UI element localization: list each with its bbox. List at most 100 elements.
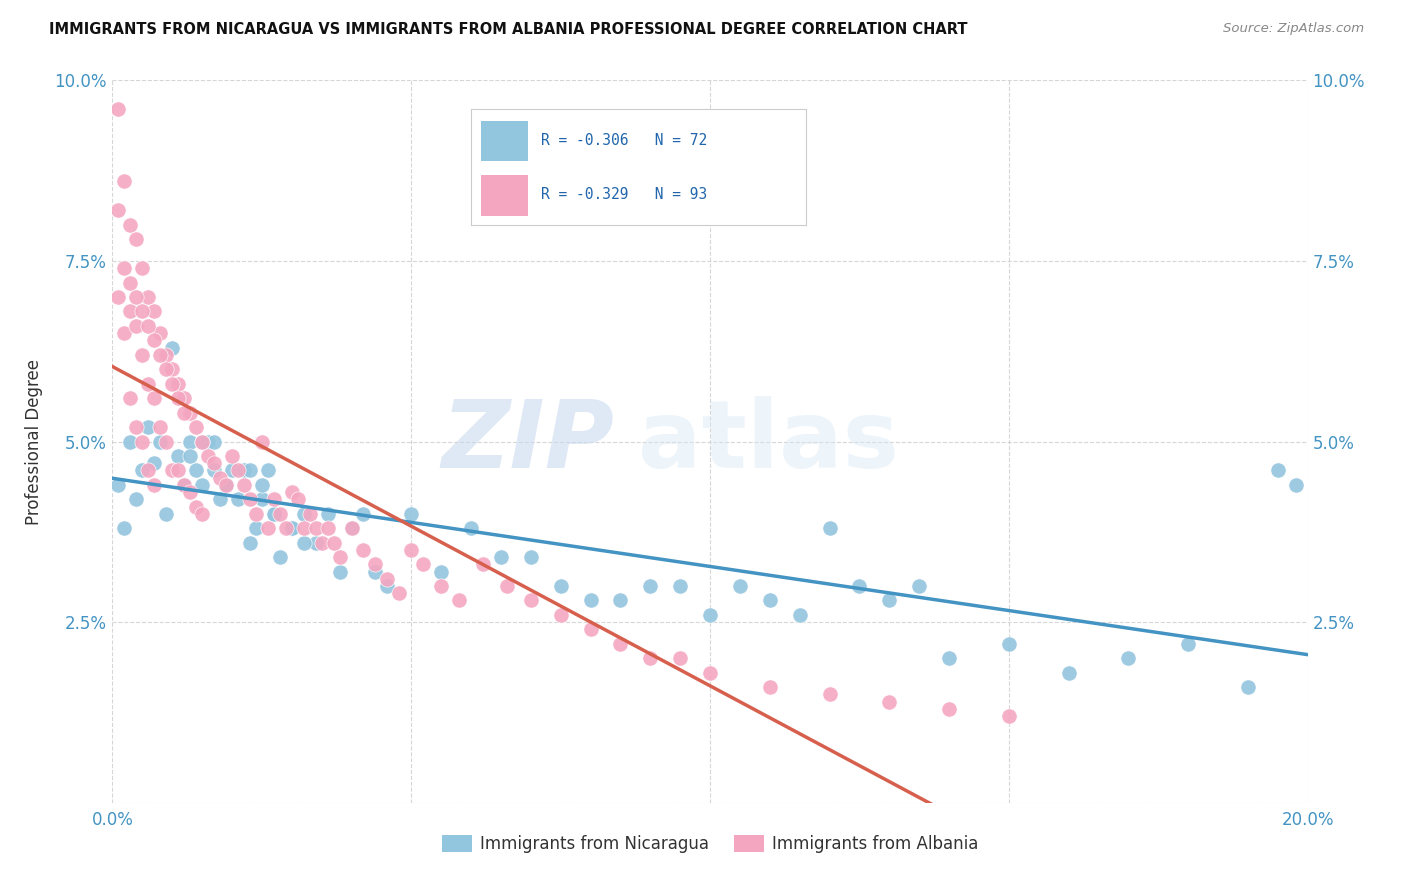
Point [550, 607, 572, 622]
Point [1057, 665, 1080, 680]
Point [191, 507, 214, 521]
Point [430, 565, 453, 579]
Point [669, 651, 692, 665]
Point [173, 406, 195, 420]
Point [186, 500, 208, 514]
Point [197, 449, 219, 463]
Point [938, 702, 960, 716]
Point [257, 463, 280, 477]
Point [215, 478, 238, 492]
Point [322, 535, 344, 549]
Point [239, 492, 262, 507]
Point [364, 558, 387, 572]
Point [209, 471, 232, 485]
Point [316, 521, 339, 535]
Point [143, 334, 166, 348]
Point [579, 623, 602, 637]
Point [908, 579, 931, 593]
Point [281, 521, 304, 535]
Point [173, 478, 195, 492]
Point [197, 434, 219, 449]
Point [131, 434, 153, 449]
Point [287, 492, 309, 507]
Point [155, 434, 177, 449]
Point [579, 593, 602, 607]
Point [162, 341, 183, 355]
Text: atlas: atlas [638, 395, 900, 488]
Point [125, 232, 148, 246]
Point [143, 391, 166, 405]
Point [281, 485, 304, 500]
Point [131, 304, 153, 318]
Point [221, 463, 243, 477]
Point [609, 593, 631, 607]
Point [550, 579, 572, 593]
Point [138, 318, 160, 333]
Point [179, 406, 201, 420]
Point [263, 507, 285, 521]
Y-axis label: Professional Degree: Professional Degree [25, 359, 44, 524]
Point [430, 579, 453, 593]
Point [191, 434, 214, 449]
Point [353, 507, 375, 521]
Point [155, 348, 177, 362]
Point [143, 304, 166, 318]
Point [298, 507, 321, 521]
Point [489, 550, 512, 565]
Point [173, 391, 195, 405]
Point [233, 478, 256, 492]
Point [162, 463, 183, 477]
Point [699, 607, 721, 622]
Point [449, 593, 471, 607]
Point [186, 420, 208, 434]
Point [209, 492, 232, 507]
Point [640, 651, 662, 665]
Point [120, 218, 142, 232]
Point [125, 318, 148, 333]
Point [202, 456, 225, 470]
Point [143, 478, 166, 492]
Point [669, 579, 692, 593]
Point [377, 579, 399, 593]
Point [226, 463, 249, 477]
Point [1237, 680, 1260, 694]
Point [191, 434, 214, 449]
Point [1285, 478, 1308, 492]
Point [107, 102, 129, 116]
Point [167, 463, 190, 477]
Point [138, 420, 160, 434]
Text: IMMIGRANTS FROM NICARAGUA VS IMMIGRANTS FROM ALBANIA PROFESSIONAL DEGREE CORRELA: IMMIGRANTS FROM NICARAGUA VS IMMIGRANTS … [49, 22, 967, 37]
Point [250, 434, 273, 449]
Point [818, 687, 841, 701]
Text: ZIP: ZIP [441, 395, 614, 488]
Point [138, 290, 160, 304]
Point [107, 290, 129, 304]
Point [191, 478, 214, 492]
Point [114, 174, 135, 188]
Point [269, 507, 291, 521]
Point [114, 521, 135, 535]
Point [292, 535, 315, 549]
Point [107, 478, 129, 492]
Point [186, 463, 208, 477]
Point [120, 304, 142, 318]
Point [162, 362, 183, 376]
Point [167, 449, 190, 463]
Point [848, 579, 870, 593]
Point [155, 507, 177, 521]
Point [305, 521, 328, 535]
Point [138, 463, 160, 477]
Point [173, 478, 195, 492]
Point [125, 290, 148, 304]
Point [257, 521, 280, 535]
Point [879, 593, 901, 607]
Point [1118, 651, 1140, 665]
Point [274, 521, 297, 535]
Point [245, 507, 267, 521]
Point [226, 492, 249, 507]
Point [759, 680, 782, 694]
Point [215, 478, 238, 492]
Point [120, 391, 142, 405]
Point [998, 637, 1021, 651]
Point [281, 521, 304, 535]
